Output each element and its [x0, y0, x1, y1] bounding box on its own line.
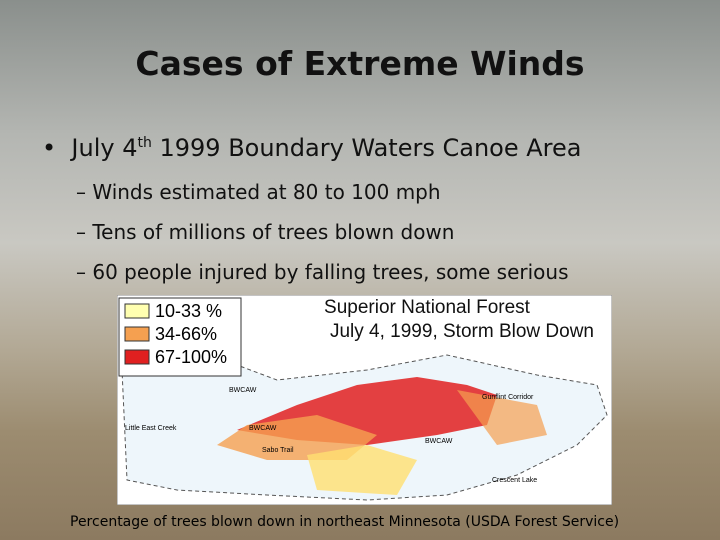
map-title: Superior National Forest	[324, 297, 531, 318]
place-label: BWCAW	[425, 438, 453, 445]
caption: Percentage of trees blown down in northe…	[70, 514, 620, 530]
sub-bullet: – 60 people injured by falling trees, so…	[76, 260, 569, 284]
sub-bullet-text: Tens of millions of trees blown down	[92, 220, 455, 244]
place-label: BWCAW	[249, 425, 277, 432]
legend-label: 67-100%	[155, 347, 227, 367]
damage-zone	[457, 390, 547, 445]
place-label: Gunflint Corridor	[482, 394, 534, 401]
place-label: BWCAW	[229, 387, 257, 394]
legend-swatch	[124, 326, 150, 342]
legend-label: 34-66%	[155, 324, 217, 344]
damage-zone	[307, 445, 417, 495]
sub-bullet: – Winds estimated at 80 to 100 mph	[76, 180, 441, 204]
sub-bullet: – Tens of millions of trees blown down	[76, 220, 455, 244]
map-title: July 4, 1999, Storm Blow Down	[330, 321, 594, 342]
place-label: Crescent Lake	[492, 477, 537, 484]
legend-swatch	[124, 349, 150, 365]
place-label: Little East Creek	[125, 425, 177, 432]
bullet-text: 1999 Boundary Waters Canoe Area	[151, 134, 582, 162]
sub-bullet-text: 60 people injured by falling trees, some…	[92, 260, 569, 284]
legend-swatch	[124, 303, 150, 319]
slide-title: Cases of Extreme Winds	[135, 44, 585, 83]
bullet-text: July 4	[71, 134, 138, 162]
damage-zone	[217, 415, 377, 460]
superscript: th	[137, 135, 152, 151]
legend-label: 10-33 %	[155, 301, 222, 321]
bullet: • July 4th 1999 Boundary Waters Canoe Ar…	[42, 134, 582, 162]
place-label: Sabo Trail	[262, 447, 294, 454]
sub-bullet-text: Winds estimated at 80 to 100 mph	[92, 180, 441, 204]
storm-map: 10-33 % 34-66% 67-100% Superior National…	[117, 295, 612, 505]
